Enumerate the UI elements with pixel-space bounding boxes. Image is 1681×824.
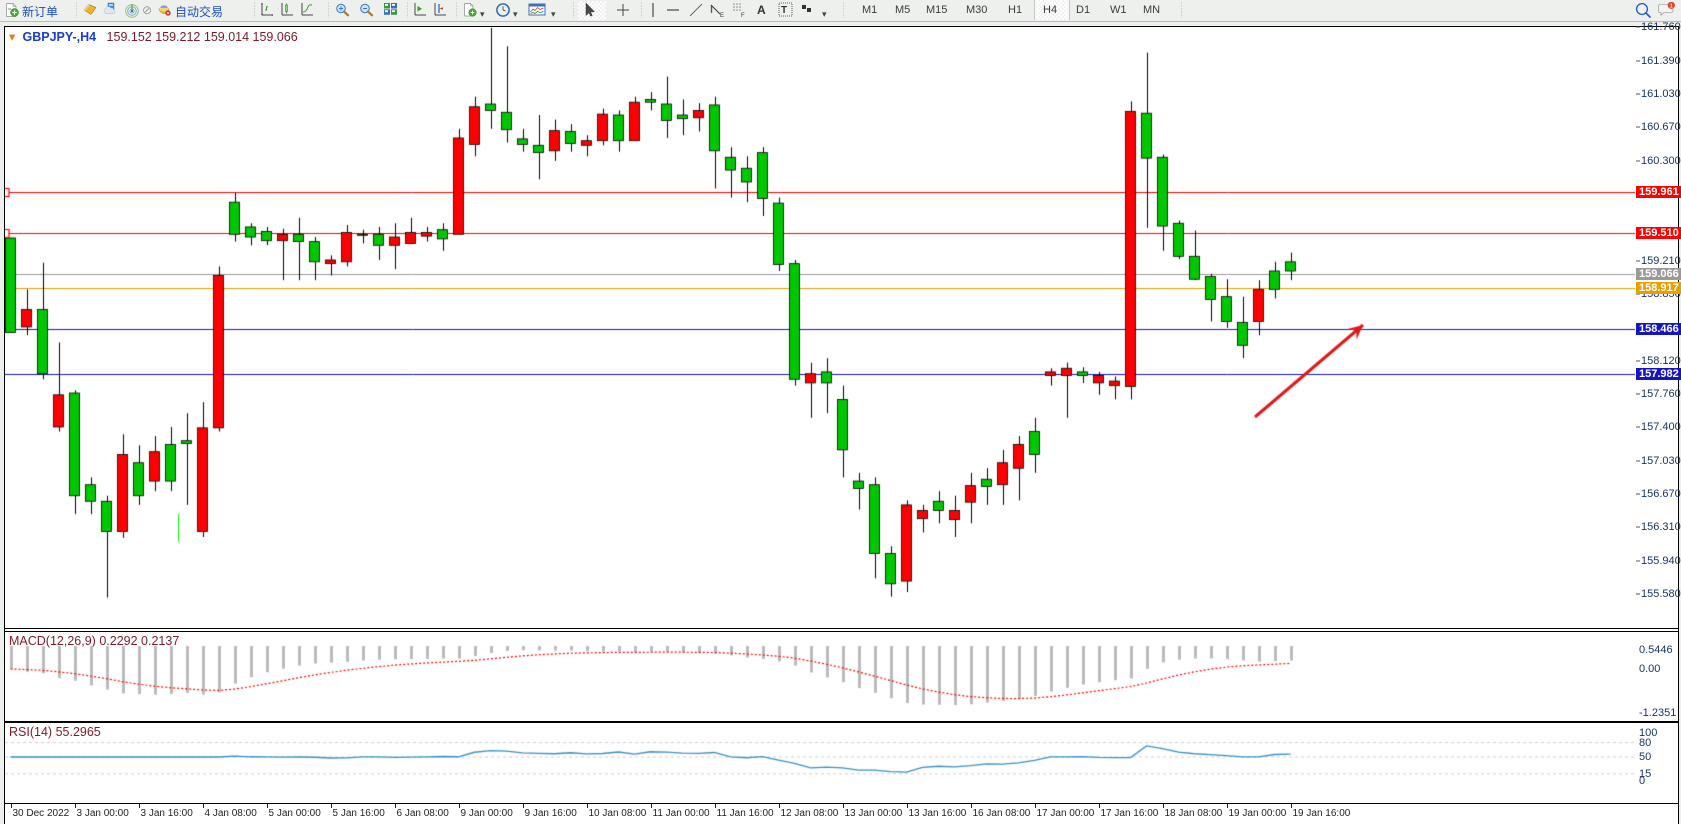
- svg-text:T: T: [781, 5, 787, 16]
- svg-text:1: 1: [1670, 4, 1673, 10]
- svg-text:F: F: [741, 13, 745, 18]
- svg-text:E: E: [720, 13, 724, 18]
